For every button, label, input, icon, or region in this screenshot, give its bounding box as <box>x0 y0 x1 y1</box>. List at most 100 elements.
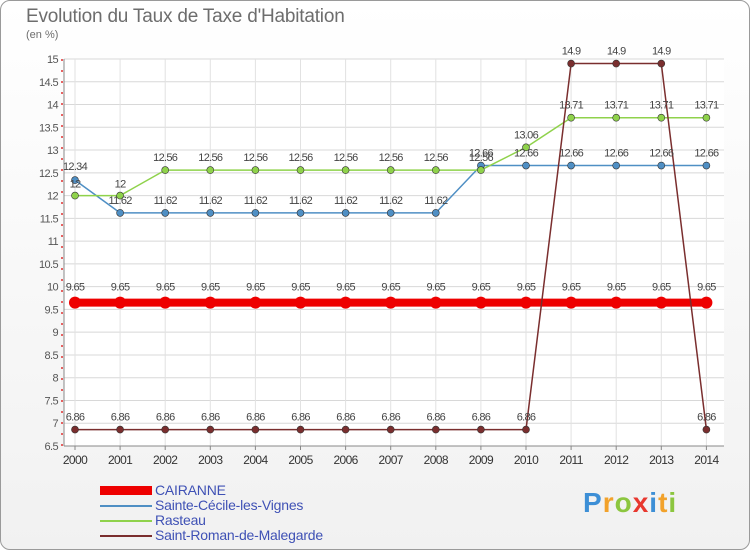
data-label: 9.65 <box>246 282 265 294</box>
y-tick-label: 11 <box>48 236 59 248</box>
data-point <box>341 209 350 217</box>
data-point <box>339 296 352 309</box>
data-point <box>296 425 305 434</box>
x-tick-label: 2011 <box>559 453 583 467</box>
data-label: 12.56 <box>424 152 449 164</box>
data-point <box>477 425 485 434</box>
data-point <box>700 296 713 309</box>
legend-label: CAIRANNE <box>155 482 226 498</box>
y-tick-label: 15 <box>47 54 59 66</box>
data-point <box>71 425 79 434</box>
labels-sainte-cecile: 12.34 11.62 11.62 11.62 11.62 11.62 11.62 11.62… <box>63 148 720 207</box>
proxiti-logo: Proxiti <box>583 487 677 519</box>
data-point <box>114 296 127 309</box>
x-tick-label: 2005 <box>288 453 313 467</box>
data-point <box>116 425 124 434</box>
data-label: 12.66 <box>694 148 719 160</box>
data-label: 6.86 <box>336 412 355 424</box>
data-label: 11.62 <box>424 195 448 207</box>
data-point <box>657 59 666 68</box>
data-label: 11.62 <box>199 195 223 207</box>
data-label: 6.86 <box>201 412 220 424</box>
data-label: 9.65 <box>291 282 310 294</box>
y-tick-label: 9.5 <box>45 304 59 316</box>
data-point <box>429 296 442 309</box>
data-label: 12.56 <box>243 152 268 164</box>
data-label: 11.62 <box>154 195 178 207</box>
series-sainte-cecile <box>71 161 711 217</box>
x-tick-label: 2009 <box>469 453 494 467</box>
y-tick-label: 13.5 <box>39 122 58 134</box>
y-tick-label: 12 <box>47 191 59 203</box>
data-point <box>474 296 487 309</box>
data-point <box>702 161 711 170</box>
labels-saint-roman: 6.86 6.86 6.86 6.86 6.86 6.86 6.86 6.86 6.86 6.86… <box>66 46 717 424</box>
data-point <box>384 296 397 309</box>
data-label: 12.34 <box>63 161 88 173</box>
data-point <box>522 161 530 170</box>
data-label: 9.65 <box>381 282 400 294</box>
data-point <box>702 113 711 122</box>
data-label: 12.66 <box>604 148 629 160</box>
data-label: 12.56 <box>379 152 404 164</box>
x-tick-label: 2003 <box>198 453 223 467</box>
y-tick-label: 10.5 <box>39 259 58 271</box>
data-point <box>657 113 666 122</box>
x-tick-label: 2012 <box>604 453 629 467</box>
data-label: 9.65 <box>607 282 626 294</box>
data-label: 6.86 <box>291 412 310 424</box>
data-point <box>161 425 169 434</box>
data-point <box>296 166 305 174</box>
x-tick-label: 2006 <box>333 453 358 467</box>
x-tick-label: 2007 <box>379 453 404 467</box>
data-label: 12 <box>70 179 81 191</box>
data-label: 12.66 <box>559 148 584 160</box>
legend-swatch-rasteau <box>100 520 152 522</box>
data-label: 6.86 <box>697 412 716 424</box>
data-label: 14.9 <box>652 46 671 58</box>
data-point <box>204 296 217 309</box>
data-point <box>612 113 621 122</box>
data-point <box>520 296 532 309</box>
data-label: 6.86 <box>472 412 491 424</box>
data-point <box>431 209 440 217</box>
y-tick-label: 11.5 <box>40 213 59 225</box>
data-point <box>567 59 575 68</box>
data-point <box>610 296 623 309</box>
data-label: 6.86 <box>426 412 445 424</box>
x-tick-label: 2000 <box>63 453 88 467</box>
data-label: 9.65 <box>697 282 716 294</box>
data-label: 9.65 <box>111 282 130 294</box>
y-tick-label: 10 <box>47 282 59 294</box>
data-label: 11.62 <box>108 195 132 207</box>
data-point <box>294 296 307 309</box>
legend-label: Rasteau <box>155 512 206 528</box>
x-tick-label: 2013 <box>649 453 674 467</box>
data-label: 9.65 <box>562 282 581 294</box>
data-label: 6.86 <box>156 412 175 424</box>
data-point <box>522 425 530 434</box>
data-point <box>431 166 440 174</box>
logo-letter: x <box>632 487 650 518</box>
data-label: 12.66 <box>469 148 494 160</box>
legend-label: Saint-Roman-de-Malegarde <box>155 527 323 543</box>
data-point <box>116 209 124 217</box>
data-label: 13.06 <box>514 129 539 141</box>
data-point <box>386 425 395 434</box>
data-label: 11.62 <box>289 195 313 207</box>
data-label: 11.62 <box>244 195 268 207</box>
legend-swatch-saint-roman <box>100 535 152 537</box>
data-label: 13.71 <box>694 100 719 112</box>
logo-letter: i <box>649 487 659 518</box>
data-point <box>386 166 395 174</box>
data-point <box>702 425 711 434</box>
data-point <box>341 425 350 434</box>
data-point <box>206 425 215 434</box>
y-tick-label: 7 <box>52 418 58 430</box>
series-cairanne <box>69 296 713 309</box>
data-label: 12 <box>115 179 126 191</box>
y-tick-label: 13 <box>47 145 59 157</box>
x-tick-label: 2010 <box>514 453 539 467</box>
data-point <box>612 161 621 170</box>
